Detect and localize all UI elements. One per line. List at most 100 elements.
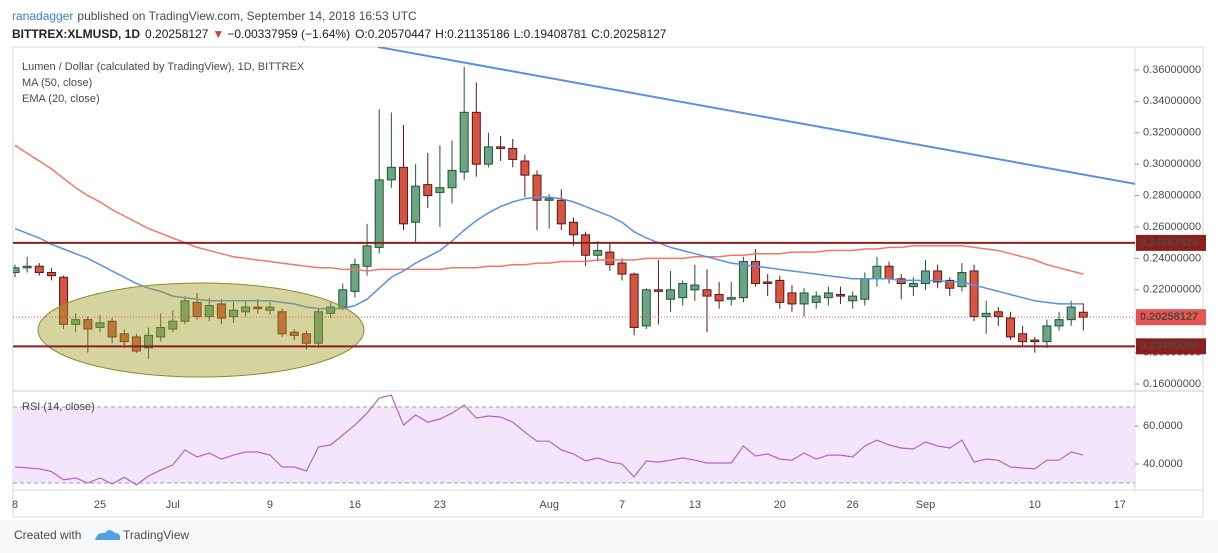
candle-body bbox=[277, 311, 287, 335]
y-tick-label: 0.34000000 bbox=[1143, 95, 1201, 107]
symbol: BITTREX:XLMUSD, 1D bbox=[12, 27, 140, 41]
indicator-line bbox=[14, 144, 1084, 275]
candle-body bbox=[896, 278, 906, 285]
candle-body bbox=[204, 305, 214, 317]
x-tick-label: 23 bbox=[434, 499, 446, 511]
highlight-ellipse bbox=[37, 282, 365, 378]
candle-body bbox=[1005, 317, 1015, 338]
candle-body bbox=[180, 300, 190, 322]
candle-body bbox=[945, 279, 955, 289]
price-tag bbox=[1136, 309, 1206, 326]
candle-body bbox=[131, 336, 141, 352]
candle-body bbox=[95, 322, 105, 328]
x-tick-label: 10 bbox=[1029, 499, 1041, 511]
candle-body bbox=[59, 276, 69, 325]
ohlc-open: O:0.20570447 bbox=[355, 27, 431, 41]
candle-body bbox=[993, 311, 1003, 317]
candle-body bbox=[775, 279, 785, 303]
y-tick-label: 60.0000 bbox=[1143, 420, 1183, 432]
y-tick-label: 0.32000000 bbox=[1143, 127, 1201, 139]
candle-body bbox=[314, 311, 323, 344]
x-tick-label: Sep bbox=[916, 499, 936, 511]
candle-body bbox=[823, 292, 833, 299]
candle-body bbox=[799, 292, 809, 305]
candle-body bbox=[107, 320, 117, 338]
brand-logo bbox=[95, 530, 121, 540]
x-tick-label: 7 bbox=[619, 499, 625, 511]
candle-body bbox=[423, 184, 433, 197]
author[interactable]: ranadagger bbox=[12, 9, 73, 23]
candle-body bbox=[350, 264, 360, 292]
last-price: 0.20258127 bbox=[145, 27, 209, 41]
candle-body bbox=[1030, 339, 1040, 343]
candle-body bbox=[192, 301, 202, 318]
x-tick-label: 26 bbox=[847, 499, 859, 511]
rsi-band bbox=[13, 407, 1135, 483]
candle-body bbox=[641, 289, 651, 327]
footer-bar bbox=[0, 520, 1218, 553]
header-line-2: BITTREX:XLMUSD, 1D 0.20258127 ▼ −0.00337959… bbox=[12, 27, 667, 41]
candle-body bbox=[751, 261, 761, 285]
candle-body bbox=[435, 187, 445, 193]
candle-body bbox=[156, 326, 166, 338]
candle-body bbox=[229, 309, 239, 318]
candle-body bbox=[921, 270, 930, 285]
candle-body bbox=[508, 147, 518, 160]
ohlc-close: C:0.20258127 bbox=[591, 27, 667, 41]
price-tag bbox=[1136, 338, 1206, 355]
candle-body bbox=[836, 294, 846, 297]
candle-body bbox=[702, 289, 712, 297]
trend-line bbox=[377, 47, 1135, 185]
candle-body bbox=[653, 289, 663, 292]
candle-body bbox=[933, 270, 943, 283]
rsi-line bbox=[14, 394, 1084, 486]
candle-body bbox=[1018, 333, 1028, 343]
x-tick-label: 25 bbox=[94, 499, 106, 511]
candle-body bbox=[520, 160, 530, 176]
indicator-line bbox=[14, 196, 1084, 310]
candle-body bbox=[216, 303, 226, 319]
candle-body bbox=[71, 319, 81, 325]
y-tick-label: 0.26000000 bbox=[1143, 221, 1201, 233]
candle-body bbox=[447, 169, 457, 189]
candle-body bbox=[532, 174, 542, 201]
candle-body bbox=[265, 306, 275, 311]
legend-main: Lumen / Dollar (calculated by TradingVie… bbox=[22, 61, 305, 73]
candle-body bbox=[581, 234, 591, 256]
candle-body bbox=[496, 146, 506, 149]
candle-body bbox=[22, 265, 32, 269]
candle-body bbox=[459, 111, 469, 173]
candle-body bbox=[544, 198, 554, 201]
legend-ma: MA (50, close) bbox=[22, 77, 92, 89]
candle-body bbox=[908, 283, 918, 288]
x-tick-label: 8 bbox=[12, 499, 18, 511]
candle-body bbox=[678, 283, 688, 299]
x-tick-label: 20 bbox=[774, 499, 786, 511]
price-overlay bbox=[13, 47, 1135, 348]
candle-body bbox=[46, 272, 56, 277]
x-tick-label: 13 bbox=[689, 499, 701, 511]
y-tick-label: 40.0000 bbox=[1143, 458, 1183, 470]
rsi-pane bbox=[13, 394, 1135, 486]
y-tick-label: 0.30000000 bbox=[1143, 158, 1201, 170]
x-tick-label: 16 bbox=[349, 499, 361, 511]
candle-body bbox=[119, 333, 129, 343]
candle-body bbox=[957, 272, 967, 288]
candle-body bbox=[13, 267, 20, 274]
candle-body bbox=[411, 185, 421, 223]
candle-body bbox=[787, 292, 797, 305]
candle-body bbox=[714, 294, 724, 302]
candle-body bbox=[568, 221, 578, 236]
candle-body bbox=[289, 331, 299, 336]
candle-body bbox=[969, 270, 979, 318]
frame bbox=[12, 46, 1204, 518]
candle-body bbox=[398, 166, 408, 225]
candle-body bbox=[629, 273, 639, 328]
footer-brand[interactable]: TradingView bbox=[123, 528, 189, 542]
arrow: ▼ bbox=[212, 27, 224, 41]
legend-ema: EMA (20, close) bbox=[22, 93, 100, 105]
candle-body bbox=[144, 334, 154, 349]
candle-body bbox=[884, 265, 894, 280]
candle-body bbox=[326, 306, 336, 314]
